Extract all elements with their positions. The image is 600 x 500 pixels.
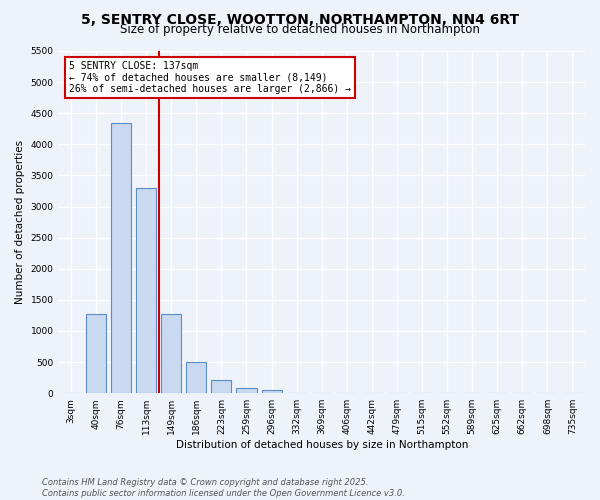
- Bar: [262, 390, 281, 393]
- X-axis label: Distribution of detached houses by size in Northampton: Distribution of detached houses by size …: [176, 440, 468, 450]
- Bar: [161, 314, 181, 393]
- Bar: [187, 362, 206, 393]
- Text: 5 SENTRY CLOSE: 137sqm
← 74% of detached houses are smaller (8,149)
26% of semi-: 5 SENTRY CLOSE: 137sqm ← 74% of detached…: [69, 62, 351, 94]
- Bar: [136, 188, 156, 393]
- Bar: [111, 122, 131, 393]
- Text: Contains HM Land Registry data © Crown copyright and database right 2025.
Contai: Contains HM Land Registry data © Crown c…: [42, 478, 405, 498]
- Text: Size of property relative to detached houses in Northampton: Size of property relative to detached ho…: [120, 22, 480, 36]
- Y-axis label: Number of detached properties: Number of detached properties: [15, 140, 25, 304]
- Bar: [236, 388, 257, 393]
- Bar: [86, 314, 106, 393]
- Bar: [211, 380, 232, 393]
- Text: 5, SENTRY CLOSE, WOOTTON, NORTHAMPTON, NN4 6RT: 5, SENTRY CLOSE, WOOTTON, NORTHAMPTON, N…: [81, 12, 519, 26]
